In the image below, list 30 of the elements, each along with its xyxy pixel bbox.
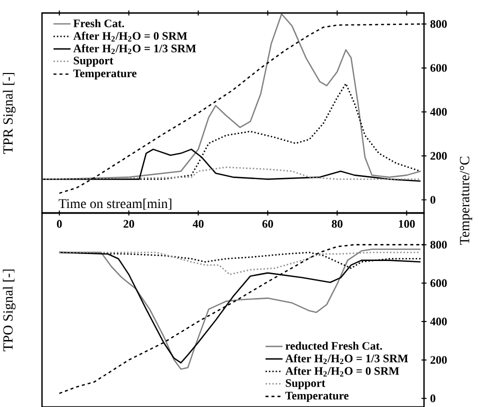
legend-label: Support xyxy=(286,379,326,390)
x-tick-label: 20 xyxy=(124,220,134,228)
y-axis-title: TPO Signal [-] xyxy=(2,270,16,352)
legend-label: After H$_{2}$/H$_{2}$O = 1/3 SRM xyxy=(73,44,196,54)
y-tick-label: 200 xyxy=(430,152,447,160)
y-axis-title: TPR Signal [-] xyxy=(2,72,16,154)
legend-label: Temperature xyxy=(285,392,348,402)
legend-label: After H$_{2}$/H$_{2}$O = 0 SRM xyxy=(73,32,188,42)
y-tick-label: 200 xyxy=(430,356,447,364)
y-tick-label: 0 xyxy=(430,394,436,402)
x-tick-label: 100 xyxy=(398,220,415,228)
legend-label: After H$_{2}$/H$_{2}$O = 0 SRM xyxy=(285,366,400,377)
y-tick-label: 0 xyxy=(430,196,436,204)
legend-label: Support xyxy=(74,56,114,67)
legend-label: reducted Fresh Cat. xyxy=(286,342,382,350)
x-tick-label: 40 xyxy=(192,220,204,228)
legend-label: After H$_{2}$/H$_{2}$O = 1/3 SRM xyxy=(285,354,408,364)
y-axis-title: Temperature/°C xyxy=(460,156,472,245)
y-tick-label: 400 xyxy=(430,108,447,116)
y-tick-label: 800 xyxy=(430,20,447,28)
x-axis-title: Time on stream[min] xyxy=(58,198,172,210)
y-tick-label: 800 xyxy=(430,240,447,249)
y-tick-label: 400 xyxy=(430,318,447,326)
legend-label: Temperature xyxy=(73,70,136,80)
y-tick-label: 600 xyxy=(430,64,447,72)
x-tick-label: 80 xyxy=(332,220,342,228)
legend-label: Fresh Cat. xyxy=(73,19,124,28)
x-tick-label: 0 xyxy=(56,220,62,228)
y-tick-label: 600 xyxy=(430,279,447,287)
x-tick-label: 60 xyxy=(262,220,274,228)
